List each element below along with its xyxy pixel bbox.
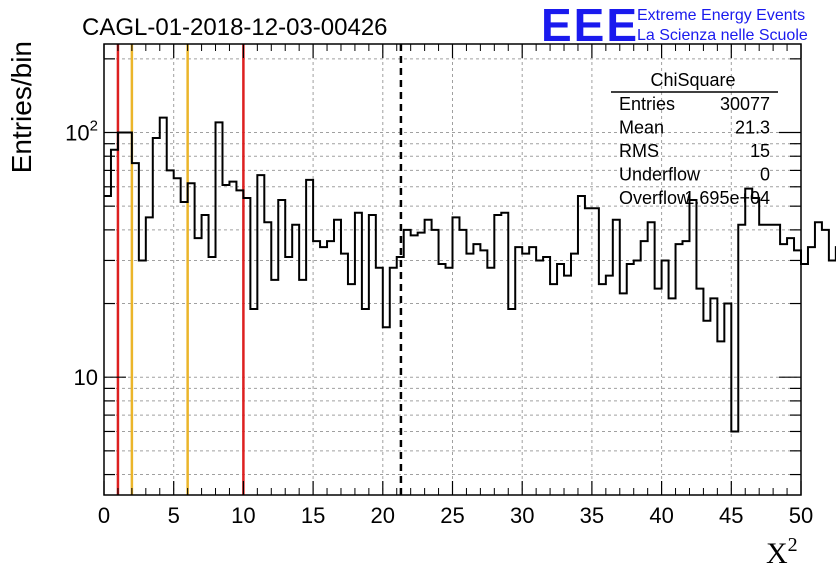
eee-logo: EEE Extreme Energy Events La Scienza nel… — [541, 0, 808, 51]
chart-title: CAGL-01-2018-12-03-00426 — [82, 14, 388, 41]
logo-line-2: La Scienza nelle Scuole — [637, 27, 808, 44]
stats-box-rows: Entries 30077 Mean 21.3 RMS 15 Underflow 0 Overf… — [619, 94, 770, 208]
x-tick-label: 5 — [168, 503, 180, 528]
stats-row-label: Entries — [619, 94, 675, 114]
stats-row-value: 1.695e+04 — [684, 188, 770, 208]
stats-row-label: Mean — [619, 118, 664, 138]
stats-box-title: ChiSquare — [650, 70, 735, 90]
y-tick-label: 102 — [65, 118, 98, 146]
x-tick-label: 30 — [510, 503, 534, 528]
stats-row-label: RMS — [619, 141, 659, 161]
threshold-lines — [116, 44, 403, 495]
stats-row-value: 0 — [760, 165, 770, 185]
stats-row-value: 15 — [750, 141, 770, 161]
y-tick-label-base: 10 — [65, 121, 89, 146]
x-tick-label: 0 — [98, 503, 110, 528]
stats-row-label: Underflow — [619, 165, 701, 185]
x-tick-label: 50 — [789, 503, 813, 528]
x-tick-label: 15 — [301, 503, 325, 528]
logo-line-1: Extreme Energy Events — [637, 7, 805, 24]
x-axis-label: Χ2 — [766, 534, 798, 570]
grid-layer — [104, 44, 801, 495]
x-axis-label-base: Χ — [766, 537, 788, 570]
y-tick-label: 10 — [74, 365, 98, 390]
stats-row-label: Overflow — [619, 188, 691, 208]
logo-mark: EEE — [541, 0, 639, 51]
x-tick-label: 10 — [231, 503, 255, 528]
x-tick-label: 40 — [649, 503, 673, 528]
y-tick-label-sup: 2 — [90, 118, 98, 135]
y-axis-label: Entries/bin — [6, 41, 37, 173]
stats-row-value: 21.3 — [735, 118, 770, 138]
histogram-layer — [104, 116, 836, 433]
x-tick-label: 25 — [440, 503, 464, 528]
stats-box: ChiSquare Entries 30077 Mean 21.3 RMS 15 Under… — [611, 70, 778, 208]
stats-row-value: 30077 — [720, 94, 770, 114]
histogram-outline — [104, 116, 836, 433]
y-tick-label-base: 10 — [74, 365, 98, 390]
x-tick-label: 45 — [719, 503, 743, 528]
x-tick-label: 20 — [371, 503, 395, 528]
x-axis-label-sup: 2 — [788, 534, 798, 556]
x-tick-label: 35 — [580, 503, 604, 528]
tick-marks — [103, 44, 802, 495]
